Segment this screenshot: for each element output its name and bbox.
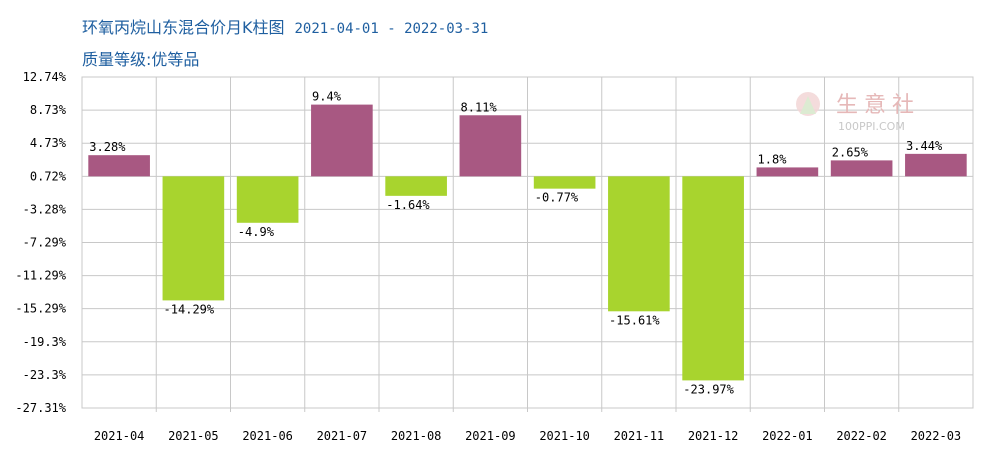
data-label: -14.29% [164,302,215,316]
x-tick-label: 2021-12 [688,429,739,443]
bar [608,176,670,312]
data-label: 2.65% [832,145,869,159]
data-label: 1.8% [758,152,788,166]
bar [905,153,967,177]
y-tick-label: 0.72% [30,169,67,183]
chart-title-text: 环氧丙烷山东混合价月K柱图 [82,18,285,37]
bars [88,104,967,381]
bar [533,176,596,189]
data-label: -0.77% [535,191,579,205]
bar [830,160,893,177]
plot-frame [81,76,974,409]
x-tick-label: 2022-01 [762,429,813,443]
x-tick-label: 2021-06 [242,429,293,443]
y-tick-label: 12.74% [23,70,67,84]
chart-subtitle: 质量等级:优等品 [82,50,200,69]
data-label: 3.28% [89,140,126,154]
x-tick-label: 2021-08 [391,429,442,443]
y-tick-label: -7.29% [23,236,67,250]
bar [88,155,150,177]
watermark-logo: 生意社 100PPI.COM [796,92,920,133]
bar [162,176,225,301]
x-tick-label: 2022-02 [836,429,887,443]
y-tick-label: 8.73% [30,103,67,117]
data-label: 9.4% [312,90,342,104]
y-tick-label: -15.29% [15,302,66,316]
x-tick-label: 2021-04 [94,429,145,443]
data-label: 3.44% [906,139,943,153]
x-tick-label: 2021-10 [539,429,590,443]
data-label: -15.61% [609,313,660,327]
watermark-leaf-icon [800,96,816,114]
chart-date-range: 2021-04-01 - 2022-03-31 [294,21,489,37]
x-tick-label: 2022-03 [911,429,962,443]
y-tick-label: -19.3% [23,335,67,349]
y-tick-label: 4.73% [30,136,67,150]
watermark-text: 生意社 [836,93,920,118]
bar [682,176,744,381]
data-label: -4.9% [238,225,275,239]
x-axis-ticks: 2021-04 2021-05 2021-06 2021-07 2021-08 2021-… [94,429,961,443]
x-tick-label: 2021-05 [168,429,219,443]
bar [385,176,447,196]
bar [756,167,819,177]
bar [311,104,373,177]
watermark-url: 100PPI.COM [838,120,905,133]
y-axis-ticks: 12.74% 8.73% 4.73% 0.72% -3.28% -7.29% -11.29%… [15,70,66,415]
x-tick-label: 2021-07 [317,429,368,443]
x-tick-label: 2021-09 [465,429,516,443]
data-labels: 3.28% -14.29% -4.9% 9.4% -1.64% 8.11% -0.77% -1… [89,90,943,397]
chart-title: 环氧丙烷山东混合价月K柱图 2021-04-01 - 2022-03-31 [82,14,488,38]
y-tick-label: -3.28% [23,202,67,216]
bar [459,115,522,177]
data-label: -23.97% [683,382,734,396]
x-tick-label: 2021-11 [614,429,665,443]
data-label: -1.64% [386,198,430,212]
data-label: 8.11% [461,100,498,114]
y-tick-label: -23.3% [23,368,67,382]
bar [236,176,299,223]
y-tick-label: -11.29% [15,269,66,283]
y-tick-label: -27.31% [15,401,66,415]
